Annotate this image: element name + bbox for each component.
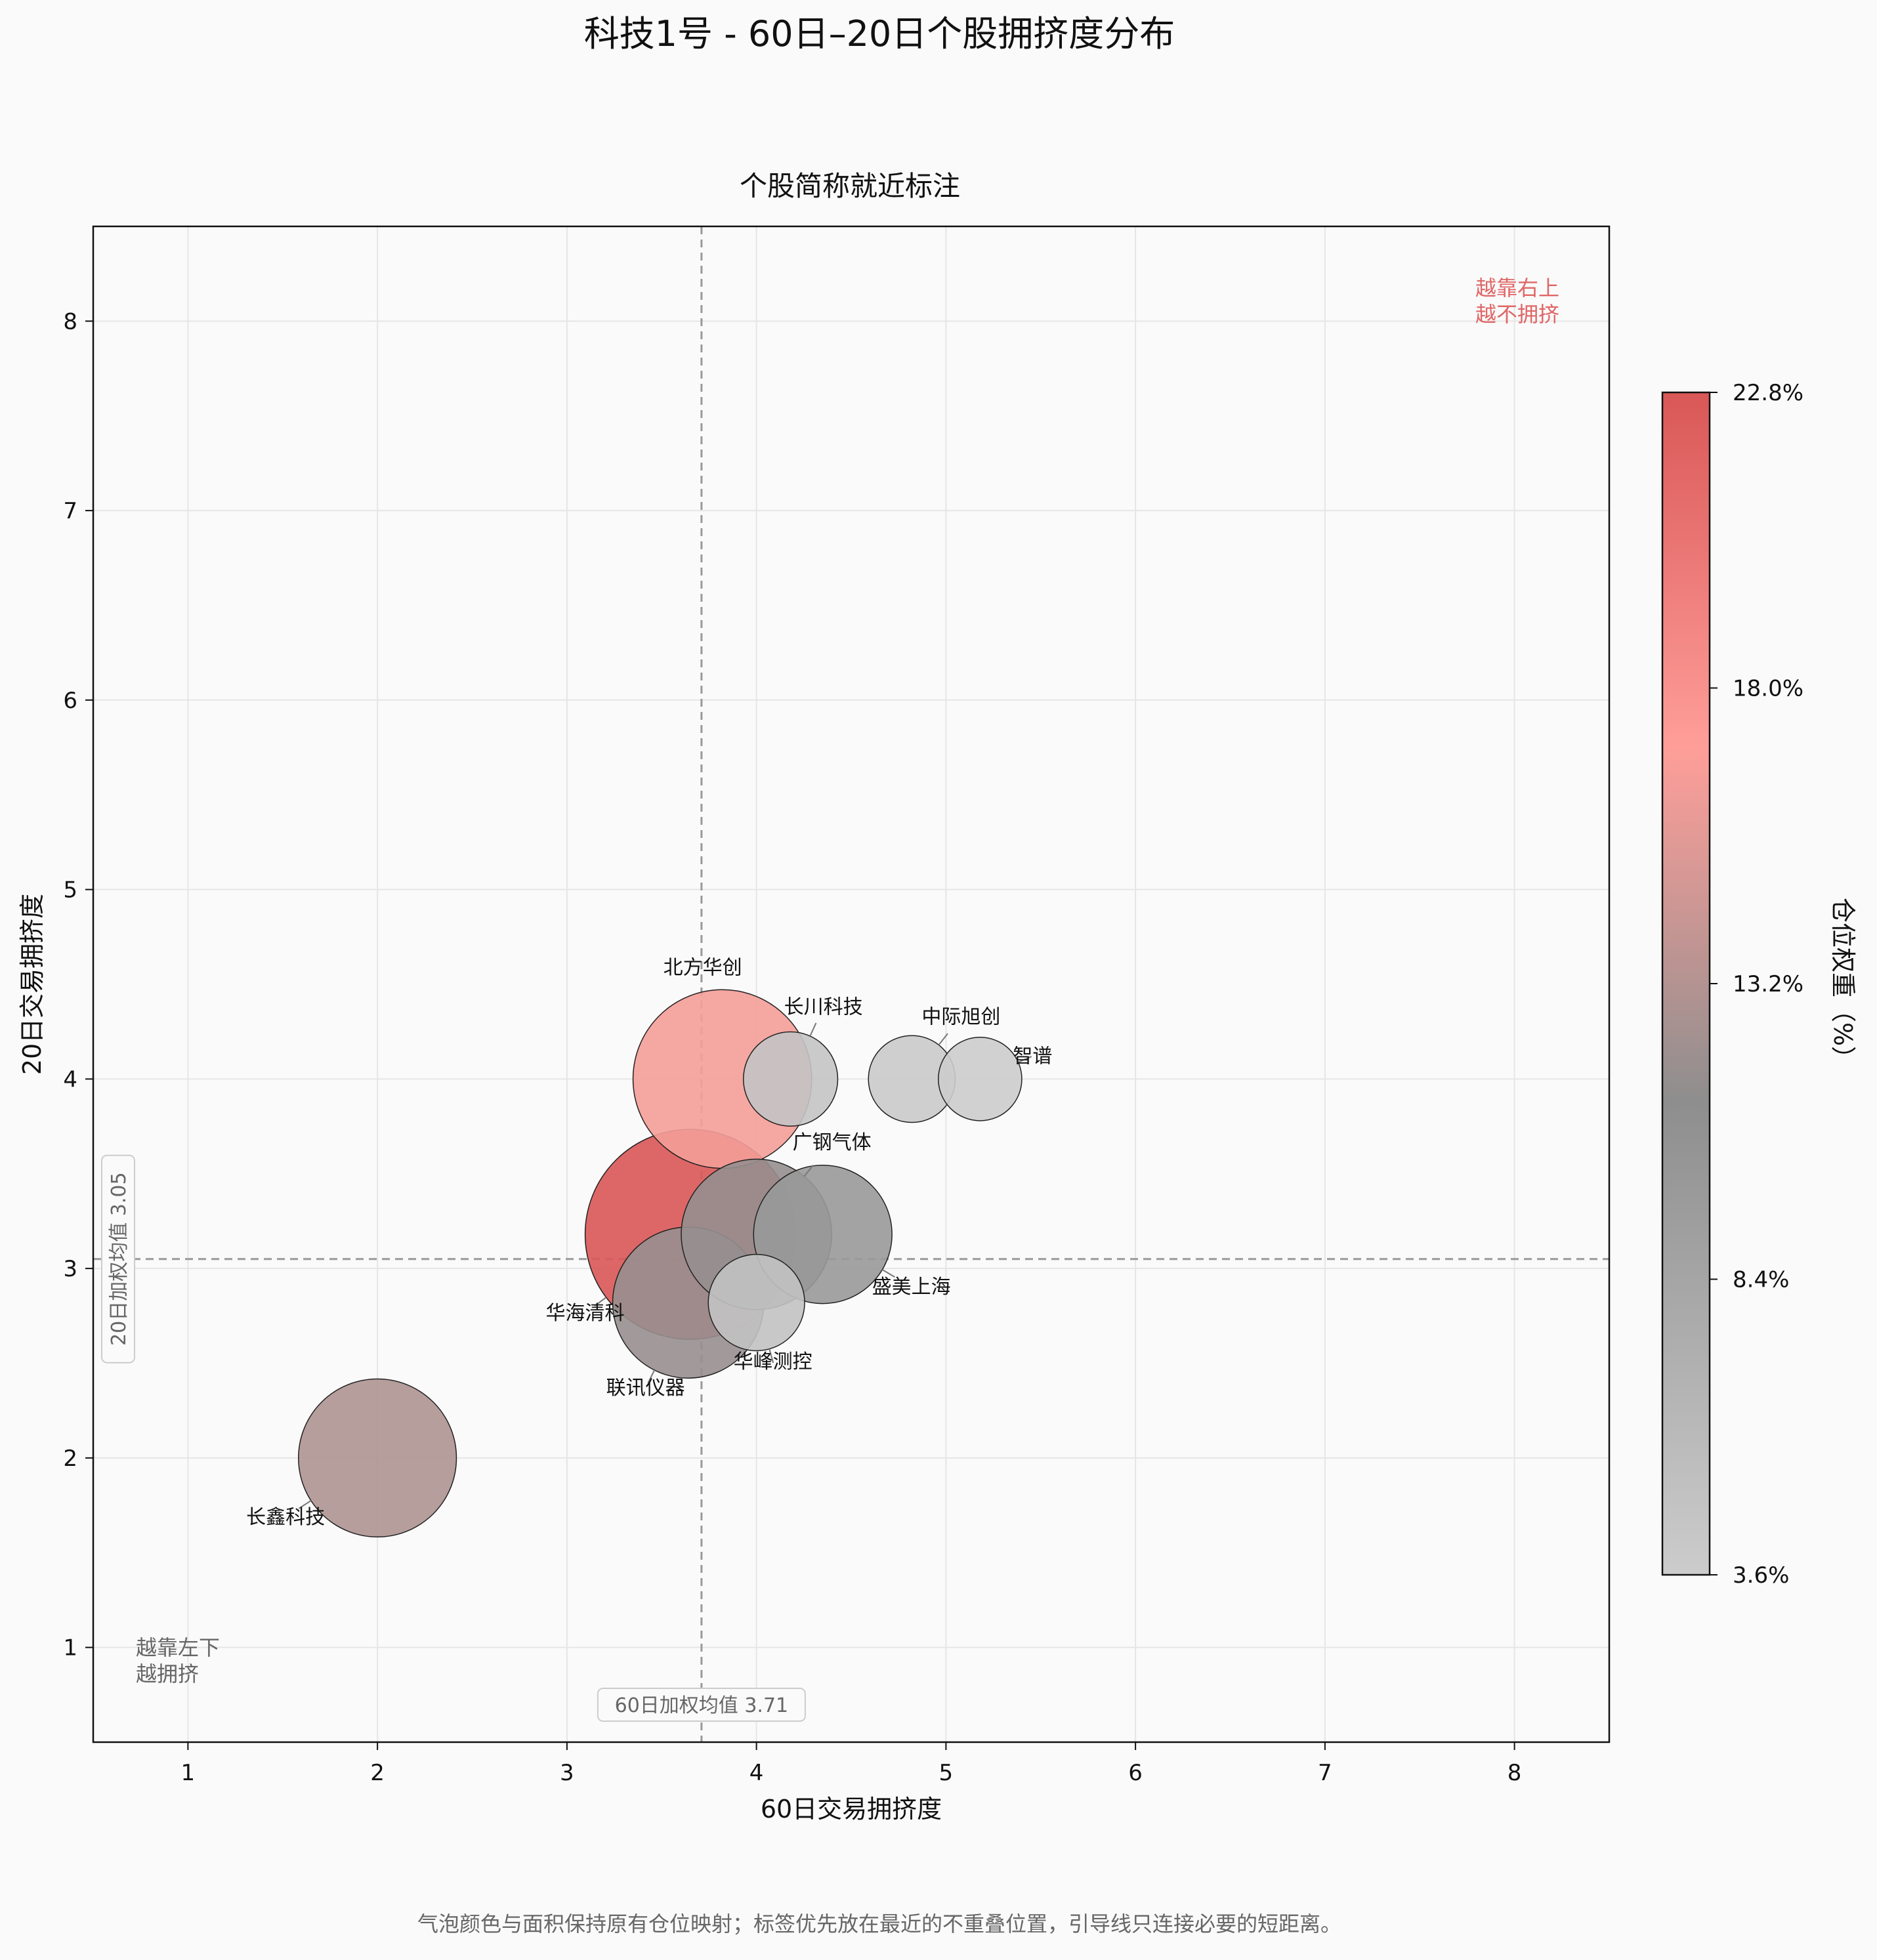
x-average-label-box [597,1688,806,1722]
y-average-label: 20日加权均值 3.05 [101,1154,135,1364]
bubble [938,1037,1023,1121]
bubble [707,1253,805,1352]
note-top-right-line1: 越靠右上 [1475,276,1559,301]
colorbar-tick-label: 3.6% [1733,1562,1789,1589]
label-leader-line [803,1164,814,1177]
colorbar-tick-label: 22.8% [1733,380,1803,406]
colorbar-tick-label: 13.2% [1733,971,1803,997]
label-leader-line [769,1348,774,1364]
label-leader-line [938,1033,948,1046]
colorbar-tick-label: 8.4% [1733,1267,1789,1293]
y-tick-label: 5 [63,877,77,904]
note-bottom-left-line1: 越靠左下 [136,1635,220,1660]
x-tick-label: 4 [749,1760,764,1786]
bubbles [298,989,1023,1537]
plot-frame [92,225,1611,1743]
reference-lines: 60日加权均值 3.71 20日加权均值 3.05 [93,226,1609,1742]
colorbar-tick-label: 18.0% [1733,676,1803,702]
bubble-label: 中际旭创 [921,1005,1000,1028]
x-tick-label: 5 [939,1760,954,1786]
y-tick-label: 7 [63,498,77,524]
bubble [298,1378,457,1537]
bubble-label: 盛美上海 [872,1276,951,1299]
colorbar-gradient [1661,391,1711,1576]
y-tick-label: 6 [63,688,77,714]
x-average-label: 60日加权均值 3.71 [597,1688,806,1722]
y-average-label-text: 20日加权均值 3.05 [108,1172,131,1346]
y-tick-label: 4 [63,1066,77,1093]
label-leader-line [1018,1056,1032,1063]
footnote: 气泡颜色与面积保持原有仓位映射；标签优先放在最近的不重叠位置，引导线只连接必要的… [417,1911,1341,1936]
x-tick-label: 8 [1508,1760,1522,1786]
bubble-label: 华峰测控 [734,1350,812,1373]
y-tick-label: 8 [63,308,77,335]
y-tick-label: 3 [63,1256,77,1282]
x-tick-label: 7 [1318,1760,1332,1786]
label-leader-line [809,1022,817,1037]
bubble-label: 智谱 [1013,1045,1052,1068]
colorbar-label: 仓位权重（%） [1828,898,1857,1071]
axis-ticks: 1 2 3 4 5 6 7 8 1 2 3 4 5 6 7 8 [63,308,1521,1786]
y-tick-label: 1 [63,1635,77,1661]
bubble-label: 长鑫科技 [246,1506,325,1529]
x-tick-label: 6 [1128,1760,1143,1786]
y-axis-title: 20日交易拥挤度 [18,894,47,1075]
x-average-label-text: 60日加权均值 3.71 [615,1694,789,1717]
bubble-label: 联讯仪器 [606,1377,685,1400]
x-tick-label: 3 [560,1760,574,1786]
chart-subtitle: 个股简称就近标注 [740,170,960,202]
chart-title: 科技1号 - 60日–20日个股拥挤度分布 [584,13,1175,54]
label-leader-line [298,1500,312,1509]
x-tick-label: 1 [181,1760,196,1786]
label-leader-line [647,1369,656,1384]
colorbar: 3.6% 8.4% 13.2% 18.0% 22.8% [1661,380,1803,1589]
label-leader-line [881,1269,895,1278]
bubble-label: 北方华创 [664,956,742,979]
y-average-label-box [101,1154,135,1364]
bubble-label: 广钢气体 [793,1131,872,1154]
y-tick-label: 2 [63,1446,77,1472]
x-axis-title: 60日交易拥挤度 [761,1795,942,1824]
label-leader-line [594,1297,607,1307]
x-tick-label: 2 [370,1760,385,1786]
note-top-right-line2: 越不拥挤 [1475,302,1559,327]
bubble [742,1031,839,1127]
bubble-label: 华海清科 [546,1302,625,1325]
bubble-label: 长川科技 [784,995,863,1018]
note-bottom-left-line2: 越拥挤 [136,1661,199,1686]
